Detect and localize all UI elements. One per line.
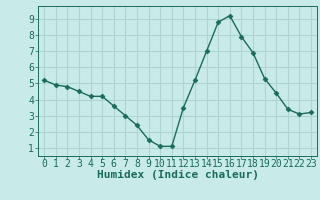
X-axis label: Humidex (Indice chaleur): Humidex (Indice chaleur) — [97, 170, 259, 180]
